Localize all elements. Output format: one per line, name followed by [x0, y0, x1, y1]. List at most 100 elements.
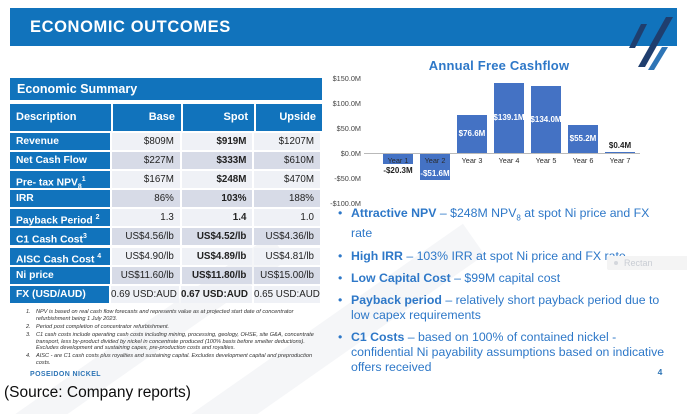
chart-bar — [457, 114, 487, 153]
footnote-number: 1. — [26, 309, 31, 315]
slide-title: ECONOMIC OUTCOMES — [30, 18, 231, 36]
cell-base: $167M — [112, 171, 180, 189]
cell-upside: US$4.36/lb — [254, 228, 320, 246]
row-label-cell: Pre- tax NPV81 — [10, 171, 111, 191]
bullet-lead: Attractive NPV — [351, 206, 437, 220]
y-axis-tick-label: $0.0M — [340, 149, 361, 158]
table-row: AISC Cash Cost 4 US$4.90/lb US$4.89/lb US$4… — [10, 247, 322, 265]
cell-spot: US$4.89/lb — [181, 247, 253, 265]
bar-value-label: $76.6M — [458, 128, 486, 138]
chart-bar — [383, 154, 413, 165]
footnote-text: NPV is based on real cash flow forecasts… — [36, 309, 294, 322]
footnote-text: C1 cash costs include operating cash cos… — [36, 331, 314, 352]
cell-base: US$4.90/lb — [112, 247, 180, 265]
chart-title: Annual Free Cashflow — [428, 58, 570, 73]
x-axis-category-label: Year 6 — [572, 156, 594, 165]
bullet-text: C1 Costs – based on 100% of contained ni… — [351, 330, 665, 374]
bullet-item: • Attractive NPV – $248M NPV8 at spot Ni … — [338, 206, 670, 241]
row-label-cell: Revenue — [10, 133, 111, 150]
source-caption: (Source: Company reports) — [4, 384, 191, 401]
table-row: C1 Cash Cost3 US$4.56/lb US$4.52/lb US$4.36… — [10, 228, 322, 246]
x-axis-zero-line — [364, 153, 640, 154]
bullet-text: Attractive NPV – $248M NPV8 at spot Ni p… — [351, 206, 650, 241]
bullet-dot-icon: • — [338, 270, 343, 285]
cell-upside: US$4.81/lb — [254, 247, 320, 265]
x-axis-category-label: Year 3 — [461, 156, 483, 165]
footnote-item: 2. Period post completion of concentrator… — [26, 324, 326, 331]
cell-upside: $610M — [254, 152, 320, 170]
row-label-cell: Ni price — [10, 266, 111, 284]
cell-spot: $333M — [181, 152, 253, 170]
bullet-lead: Payback period — [351, 293, 442, 308]
table-header-row: Description Base Spot Upside — [10, 104, 324, 131]
cell-spot: US$11.80/lb — [181, 266, 253, 284]
column-header-base: Base — [113, 104, 181, 131]
bullet-dot-icon: • — [338, 248, 343, 263]
bullet-item: • Low Capital Cost – $99M capital cost — [338, 271, 670, 286]
bullet-item: • C1 Costs – based on 100% of contained n… — [338, 330, 670, 374]
cell-spot: $919M — [181, 133, 253, 150]
x-axis-category-label: Year 5 — [535, 156, 557, 165]
y-axis-tick-label: -$50.0M — [334, 174, 361, 183]
slide-header-band: ECONOMIC OUTCOMES — [10, 8, 677, 46]
bar-value-label: $134.0M — [530, 114, 562, 124]
x-axis-category-label: Year 4 — [498, 156, 520, 165]
cell-upside: US$15.00/lb — [254, 266, 320, 284]
footnote-text: AISC - are C1 cash costs plus royalties … — [36, 353, 313, 366]
bar-value-label: $55.2M — [569, 134, 597, 144]
cell-spot: $248M — [181, 171, 253, 189]
annual-free-cashflow-chart: Annual Free Cashflow $150.0M $100.0M $50.0… — [330, 58, 648, 210]
cell-upside: $1207M — [254, 133, 320, 150]
page-number: 4 — [657, 367, 663, 377]
bar-value-label: $139.1M — [493, 113, 525, 123]
row-label-cell: Net Cash Flow — [10, 152, 111, 170]
table-row: Pre- tax NPV81 $167M $248M $470M — [10, 171, 322, 191]
table-row: Net Cash Flow $227M $333M $610M — [10, 152, 322, 170]
row-label-cell: AISC Cash Cost 4 — [10, 247, 111, 265]
cell-base: US$4.56/lb — [112, 228, 180, 246]
poseidon-logo-slashes-icon — [629, 17, 673, 70]
y-axis-tick-label: $150.0M — [332, 74, 361, 83]
table-row: FX (USD/AUD) 0.69 USD:AUD 0.67 USD:AUD 0.65… — [10, 285, 322, 303]
artifact-dot-icon — [614, 261, 618, 265]
footnote-item: 4. AISC - are C1 cash costs plus royaltie… — [26, 353, 326, 366]
cell-spot: 1.4 — [181, 209, 253, 227]
column-header-upside: Upside — [256, 104, 322, 131]
row-label-cell: IRR — [10, 190, 111, 208]
row-label-cell: C1 Cash Cost3 — [10, 228, 111, 246]
bullet-text: Low Capital Cost – $99M capital cost — [351, 270, 561, 285]
cell-base: 86% — [112, 190, 180, 208]
footnote-item: 1. NPV is based on real cash flow forecas… — [26, 309, 326, 322]
bar-value-label: $0.4M — [608, 141, 632, 150]
cell-upside: 0.65 USD:AUD — [254, 285, 320, 303]
bullet-dot-icon: • — [338, 293, 343, 308]
artifact-label: Rectan — [624, 258, 653, 268]
x-axis-category-label: Year 1 — [387, 156, 409, 165]
x-axis-category-label: Year 2 — [424, 156, 446, 165]
footnote-number: 2. — [26, 323, 31, 330]
cell-base: $809M — [112, 133, 180, 150]
table-body: Revenue $809M $919M $1207M Net Cash Flow $227… — [10, 133, 322, 305]
table-row: Revenue $809M $919M $1207M — [10, 133, 322, 150]
cell-upside: $470M — [254, 171, 320, 189]
bullet-lead: C1 Costs — [351, 330, 405, 345]
cell-spot: 0.67 USD:AUD — [181, 285, 252, 303]
cell-upside: 188% — [254, 190, 320, 208]
footnote-item: 3. C1 cash costs include operating cash c… — [26, 332, 326, 352]
bar-value-label: -$20.3M — [383, 166, 413, 176]
table-row: Ni price US$11.60/lb US$11.80/lb US$15.00/l… — [10, 266, 322, 284]
cell-upside: 1.0 — [254, 209, 320, 227]
economic-summary-table: Economic Summary Description Base Spot U… — [10, 78, 322, 303]
chart-bar — [494, 83, 524, 153]
bullet-dot-icon: • — [338, 330, 343, 345]
cell-spot: US$4.52/lb — [181, 228, 253, 246]
bullet-dot-icon: • — [338, 206, 343, 220]
chart-bar — [420, 154, 450, 180]
cell-base: US$11.60/lb — [112, 266, 180, 284]
key-points-list: • Attractive NPV – $248M NPV8 at spot Ni … — [338, 206, 670, 382]
bar-value-label: -$51.6M — [420, 168, 450, 178]
rectangle-tooltip-artifact: Rectan — [607, 256, 687, 270]
chart-bar — [568, 125, 598, 153]
bullet-lead: Low Capital Cost — [351, 270, 451, 285]
